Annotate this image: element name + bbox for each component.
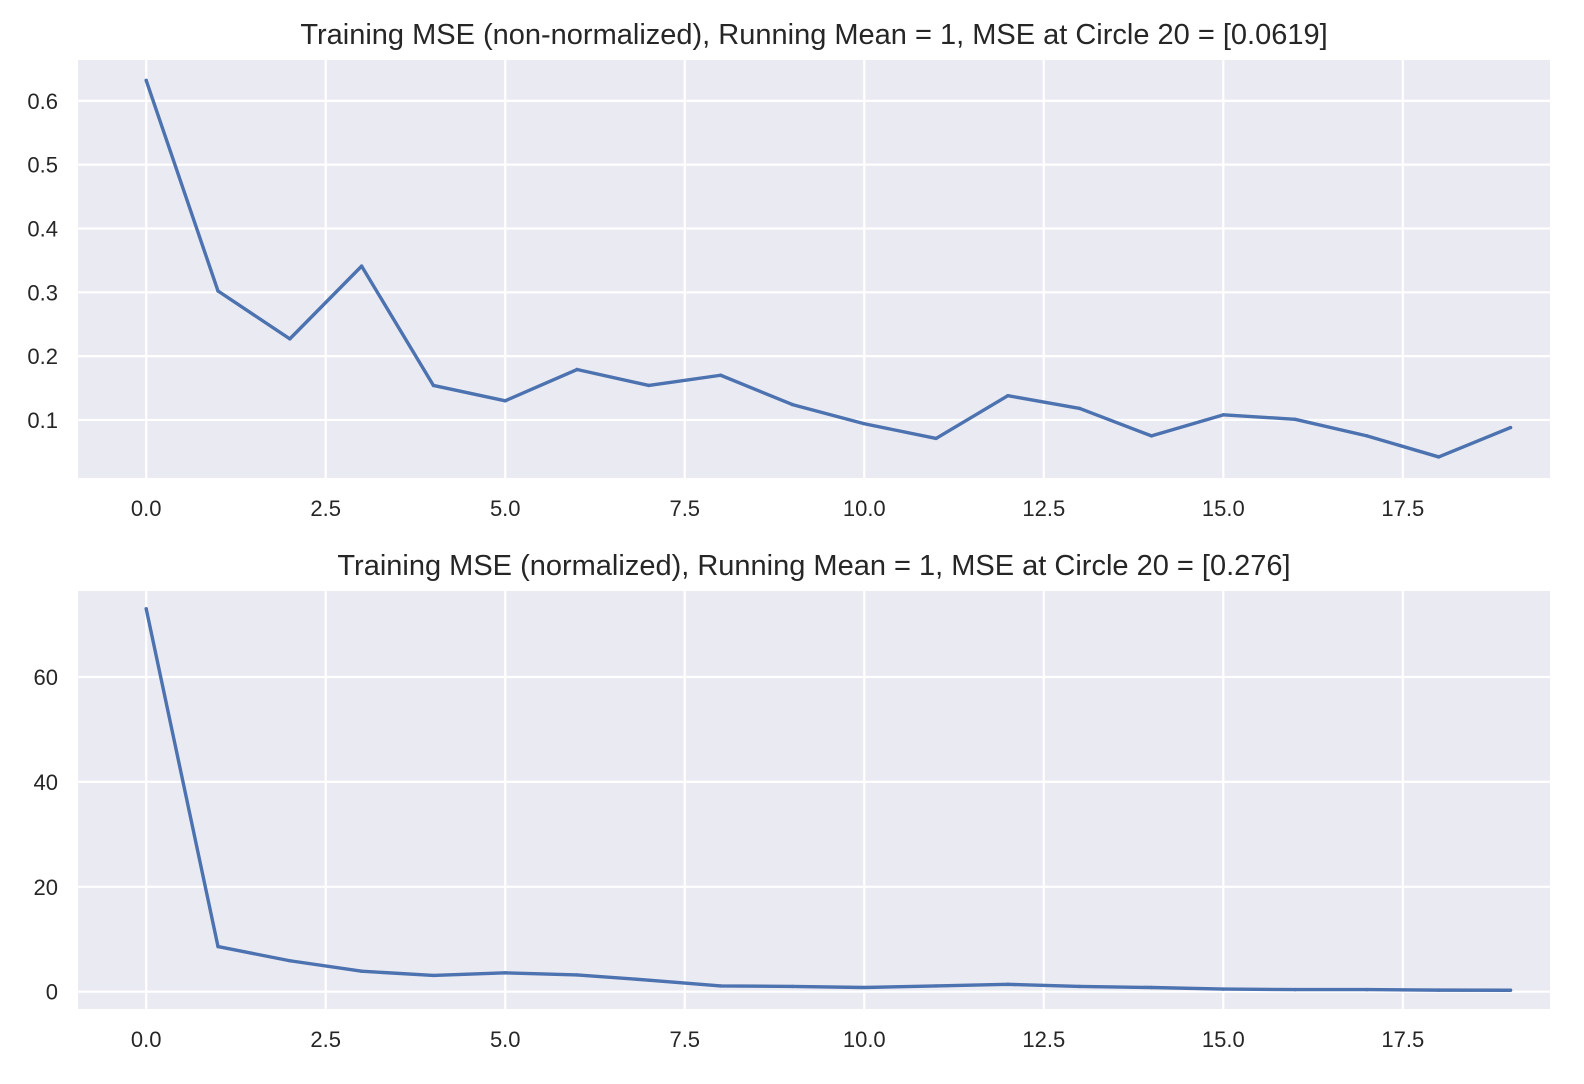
data-point: [790, 984, 795, 989]
x-tick-label: 7.5: [669, 1027, 700, 1052]
x-tick-label: 15.0: [1202, 496, 1245, 521]
data-point: [1293, 417, 1297, 421]
y-tick-label: 40: [34, 770, 58, 795]
x-tick-label: 17.5: [1381, 1027, 1424, 1052]
plot-area: [78, 60, 1550, 478]
data-point: [288, 337, 292, 341]
y-tick-label: 0.3: [27, 280, 58, 305]
data-point: [575, 367, 579, 372]
x-tick-label: 17.5: [1381, 496, 1424, 521]
data-point: [1508, 425, 1513, 430]
data-point: [934, 436, 938, 441]
data-point: [1221, 413, 1225, 417]
data-point: [1006, 982, 1010, 987]
data-point: [718, 373, 723, 377]
data-point: [647, 383, 651, 388]
y-tick-label: 0: [46, 980, 58, 1005]
data-point: [359, 264, 364, 268]
data-point: [575, 973, 579, 977]
x-tick-label: 0.0: [131, 496, 162, 521]
data-point: [1221, 987, 1225, 991]
chart-non-normalized: 0.0 2.5 5.0 7.5 10.0 12.5 15.0 17.5 0.1 0.2 0.3 0.4…: [27, 19, 1550, 521]
x-tick-label: 5.0: [490, 496, 521, 521]
y-tick-label: 20: [34, 875, 58, 900]
data-point: [718, 984, 723, 988]
data-point: [1365, 434, 1369, 438]
data-point: [934, 984, 938, 988]
data-point: [431, 383, 436, 388]
data-point: [359, 969, 364, 973]
chart-title: Training MSE (normalized), Running Mean …: [337, 550, 1290, 582]
data-point: [647, 978, 651, 982]
x-tick-label: 10.0: [843, 496, 886, 521]
x-tick-label: 10.0: [843, 1027, 886, 1052]
data-point: [216, 289, 220, 293]
data-point: [503, 971, 507, 975]
data-point: [1149, 434, 1154, 438]
series-line: [144, 607, 1513, 992]
x-tick-label: 2.5: [310, 496, 341, 521]
data-point: [1077, 984, 1082, 989]
y-tick-label: 0.5: [27, 153, 58, 178]
data-point: [1437, 988, 1441, 992]
x-tick-label: 15.0: [1202, 1027, 1245, 1052]
data-point: [1149, 985, 1154, 990]
chart-title: Training MSE (non-normalized), Running M…: [300, 19, 1327, 51]
x-tick-label: 7.5: [669, 496, 700, 521]
data-point: [216, 944, 220, 949]
data-point: [862, 422, 866, 426]
data-point: [862, 985, 866, 990]
data-point: [144, 78, 148, 83]
data-point: [144, 607, 148, 611]
y-tick-label: 0.2: [27, 344, 58, 369]
data-point: [1508, 988, 1513, 992]
x-tick-label: 12.5: [1022, 1027, 1065, 1052]
x-tick-label: 5.0: [490, 1027, 521, 1052]
series-line: [144, 78, 1513, 459]
data-point: [1006, 393, 1010, 398]
data-point: [503, 399, 507, 403]
y-tick-label: 0.4: [27, 216, 58, 241]
x-tick-label: 2.5: [310, 1027, 341, 1052]
data-point: [1293, 987, 1297, 992]
data-point: [288, 959, 292, 963]
x-tick-label: 0.0: [131, 1027, 162, 1052]
plot-area: [78, 591, 1550, 1009]
y-tick-label: 60: [34, 665, 58, 690]
y-tick-label: 0.6: [27, 89, 58, 114]
data-point: [790, 402, 795, 407]
data-point: [1437, 455, 1441, 459]
x-tick-label: 12.5: [1022, 496, 1065, 521]
chart-normalized: 0.0 2.5 5.0 7.5 10.0 12.5 15.0 17.5 0 20 40 60 Train…: [34, 550, 1550, 1052]
y-tick-label: 0.1: [27, 408, 58, 433]
data-point: [431, 973, 436, 978]
data-point: [1365, 987, 1369, 992]
data-point: [1077, 406, 1082, 411]
